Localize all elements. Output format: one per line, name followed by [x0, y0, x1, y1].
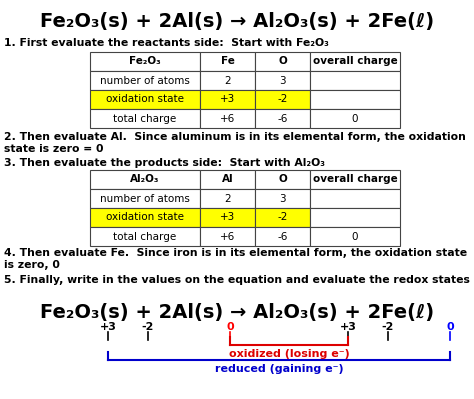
Bar [310, 227, 400, 246]
Text: 3. Then evaluate the products side:  Start with Al₂O₃: 3. Then evaluate the products side: Star… [4, 158, 325, 168]
Text: number of atoms: number of atoms [100, 75, 190, 85]
Text: Al: Al [222, 174, 233, 184]
Bar [90, 52, 200, 71]
Bar [255, 208, 310, 227]
Text: 0: 0 [446, 322, 454, 332]
Text: oxidation state: oxidation state [106, 95, 184, 105]
Text: -2: -2 [382, 322, 394, 332]
Bar [90, 189, 200, 208]
Text: 0: 0 [226, 322, 234, 332]
Text: +3: +3 [339, 322, 356, 332]
Text: 2: 2 [224, 75, 231, 85]
Text: Fe₂O₃(s) + 2Al(s) → Al₂O₃(s) + 2Fe(ℓ): Fe₂O₃(s) + 2Al(s) → Al₂O₃(s) + 2Fe(ℓ) [40, 303, 434, 322]
Bar [200, 208, 255, 227]
Text: overall charge: overall charge [313, 57, 397, 67]
Text: -2: -2 [277, 213, 288, 223]
Bar [255, 109, 310, 128]
Bar [255, 227, 310, 246]
Text: 2: 2 [224, 194, 231, 203]
Text: 2. Then evaluate Al.  Since aluminum is in its elemental form, the oxidation
sta: 2. Then evaluate Al. Since aluminum is i… [4, 132, 466, 154]
Text: 5. Finally, write in the values on the equation and evaluate the redox states: 5. Finally, write in the values on the e… [4, 275, 470, 285]
Bar [310, 90, 400, 109]
Bar [200, 71, 255, 90]
Text: -6: -6 [277, 231, 288, 241]
Bar [255, 170, 310, 189]
Bar [90, 208, 200, 227]
Text: oxidized (losing e⁻): oxidized (losing e⁻) [228, 349, 349, 359]
Text: overall charge: overall charge [313, 174, 397, 184]
Bar [90, 170, 200, 189]
Text: total charge: total charge [113, 113, 177, 124]
Text: +6: +6 [220, 113, 235, 124]
Bar [310, 109, 400, 128]
Text: Al₂O₃: Al₂O₃ [130, 174, 160, 184]
Text: Fe₂O₃(s) + 2Al(s) → Al₂O₃(s) + 2Fe(ℓ): Fe₂O₃(s) + 2Al(s) → Al₂O₃(s) + 2Fe(ℓ) [40, 12, 434, 32]
Text: -2: -2 [277, 95, 288, 105]
Text: O: O [278, 174, 287, 184]
Text: 1. First evaluate the reactants side:  Start with Fe₂O₃: 1. First evaluate the reactants side: St… [4, 38, 329, 48]
Bar [200, 52, 255, 71]
Text: Fe: Fe [220, 57, 235, 67]
Text: +3: +3 [100, 322, 117, 332]
Bar [255, 90, 310, 109]
Bar [310, 52, 400, 71]
Text: oxidation state: oxidation state [106, 213, 184, 223]
Text: +3: +3 [220, 213, 235, 223]
Text: reduced (gaining e⁻): reduced (gaining e⁻) [215, 364, 343, 374]
Bar [310, 189, 400, 208]
Text: 4. Then evaluate Fe.  Since iron is in its elemental form, the oxidation state
i: 4. Then evaluate Fe. Since iron is in it… [4, 248, 467, 270]
Text: +3: +3 [220, 95, 235, 105]
Text: 0: 0 [352, 113, 358, 124]
Bar [255, 189, 310, 208]
Bar [90, 71, 200, 90]
Text: -2: -2 [142, 322, 154, 332]
Bar [90, 109, 200, 128]
Bar [90, 227, 200, 246]
Text: O: O [278, 57, 287, 67]
Bar [310, 170, 400, 189]
Bar [200, 90, 255, 109]
Bar [90, 90, 200, 109]
Bar [255, 71, 310, 90]
Text: Fe₂O₃: Fe₂O₃ [129, 57, 161, 67]
Text: +6: +6 [220, 231, 235, 241]
Bar [310, 208, 400, 227]
Text: 3: 3 [279, 75, 286, 85]
Bar [255, 52, 310, 71]
Bar [200, 189, 255, 208]
Bar [200, 170, 255, 189]
Text: number of atoms: number of atoms [100, 194, 190, 203]
Text: 0: 0 [352, 231, 358, 241]
Text: -6: -6 [277, 113, 288, 124]
Text: total charge: total charge [113, 231, 177, 241]
Bar [310, 71, 400, 90]
Bar [200, 227, 255, 246]
Bar [200, 109, 255, 128]
Text: 3: 3 [279, 194, 286, 203]
